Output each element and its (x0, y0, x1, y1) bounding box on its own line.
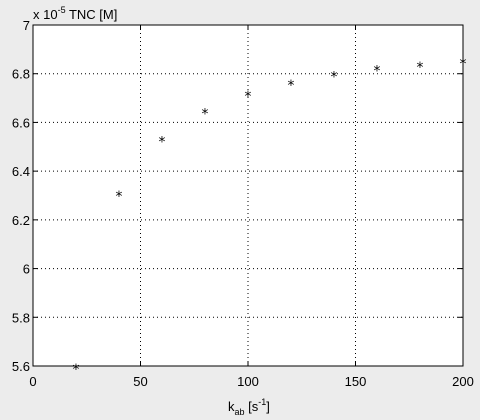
y-axis-label-prefix: x 10 (33, 7, 58, 22)
data-points: * * * * * * * * * * (72, 56, 467, 378)
y-tick-label: 5.8 (12, 310, 30, 325)
data-point-marker: * (330, 70, 338, 86)
axis-ticks (32, 24, 464, 367)
x-axis-label-unit-open: [s (245, 399, 259, 414)
x-tick-labels: 0 50 100 150 200 (29, 374, 473, 389)
data-point-marker: * (416, 60, 424, 76)
y-axis-label-text: TNC [M] (66, 7, 118, 22)
x-axis-label: kab [s-1] (228, 397, 270, 417)
data-point-marker: * (244, 89, 252, 105)
x-axis-label-unit-exponent: -1 (258, 397, 266, 407)
x-tick-label: 0 (29, 374, 36, 389)
data-point-marker: * (373, 64, 381, 80)
y-tick-label: 6.6 (12, 115, 30, 130)
plot-area (32, 24, 464, 367)
y-axis-label: x 10-5 TNC [M] (33, 5, 117, 22)
x-axis-label-main: k (228, 399, 235, 414)
y-tick-label: 6 (23, 262, 30, 277)
y-tick-label: 7 (23, 18, 30, 33)
x-tick-label: 150 (345, 374, 367, 389)
x-tick-label: 50 (133, 374, 147, 389)
y-tick-label: 5.6 (12, 359, 30, 374)
grid-lines (33, 25, 463, 366)
data-point-marker: * (201, 106, 209, 122)
x-axis-label-subscript: ab (235, 407, 245, 417)
x-tick-label: 200 (452, 374, 474, 389)
data-point-marker: * (287, 78, 295, 94)
data-point-marker: * (72, 362, 80, 378)
y-tick-label: 6.4 (12, 164, 30, 179)
data-point-marker: * (459, 56, 467, 72)
y-axis-label-exponent: -5 (58, 5, 66, 15)
y-tick-labels: 5.6 5.8 6 6.2 6.4 6.6 6.8 7 (12, 18, 30, 374)
data-point-marker: * (158, 134, 166, 150)
x-tick-label: 100 (237, 374, 259, 389)
y-tick-label: 6.2 (12, 213, 30, 228)
x-axis-label-unit-close: ] (266, 399, 270, 414)
y-tick-label: 6.8 (12, 67, 30, 82)
data-point-marker: * (115, 189, 123, 205)
